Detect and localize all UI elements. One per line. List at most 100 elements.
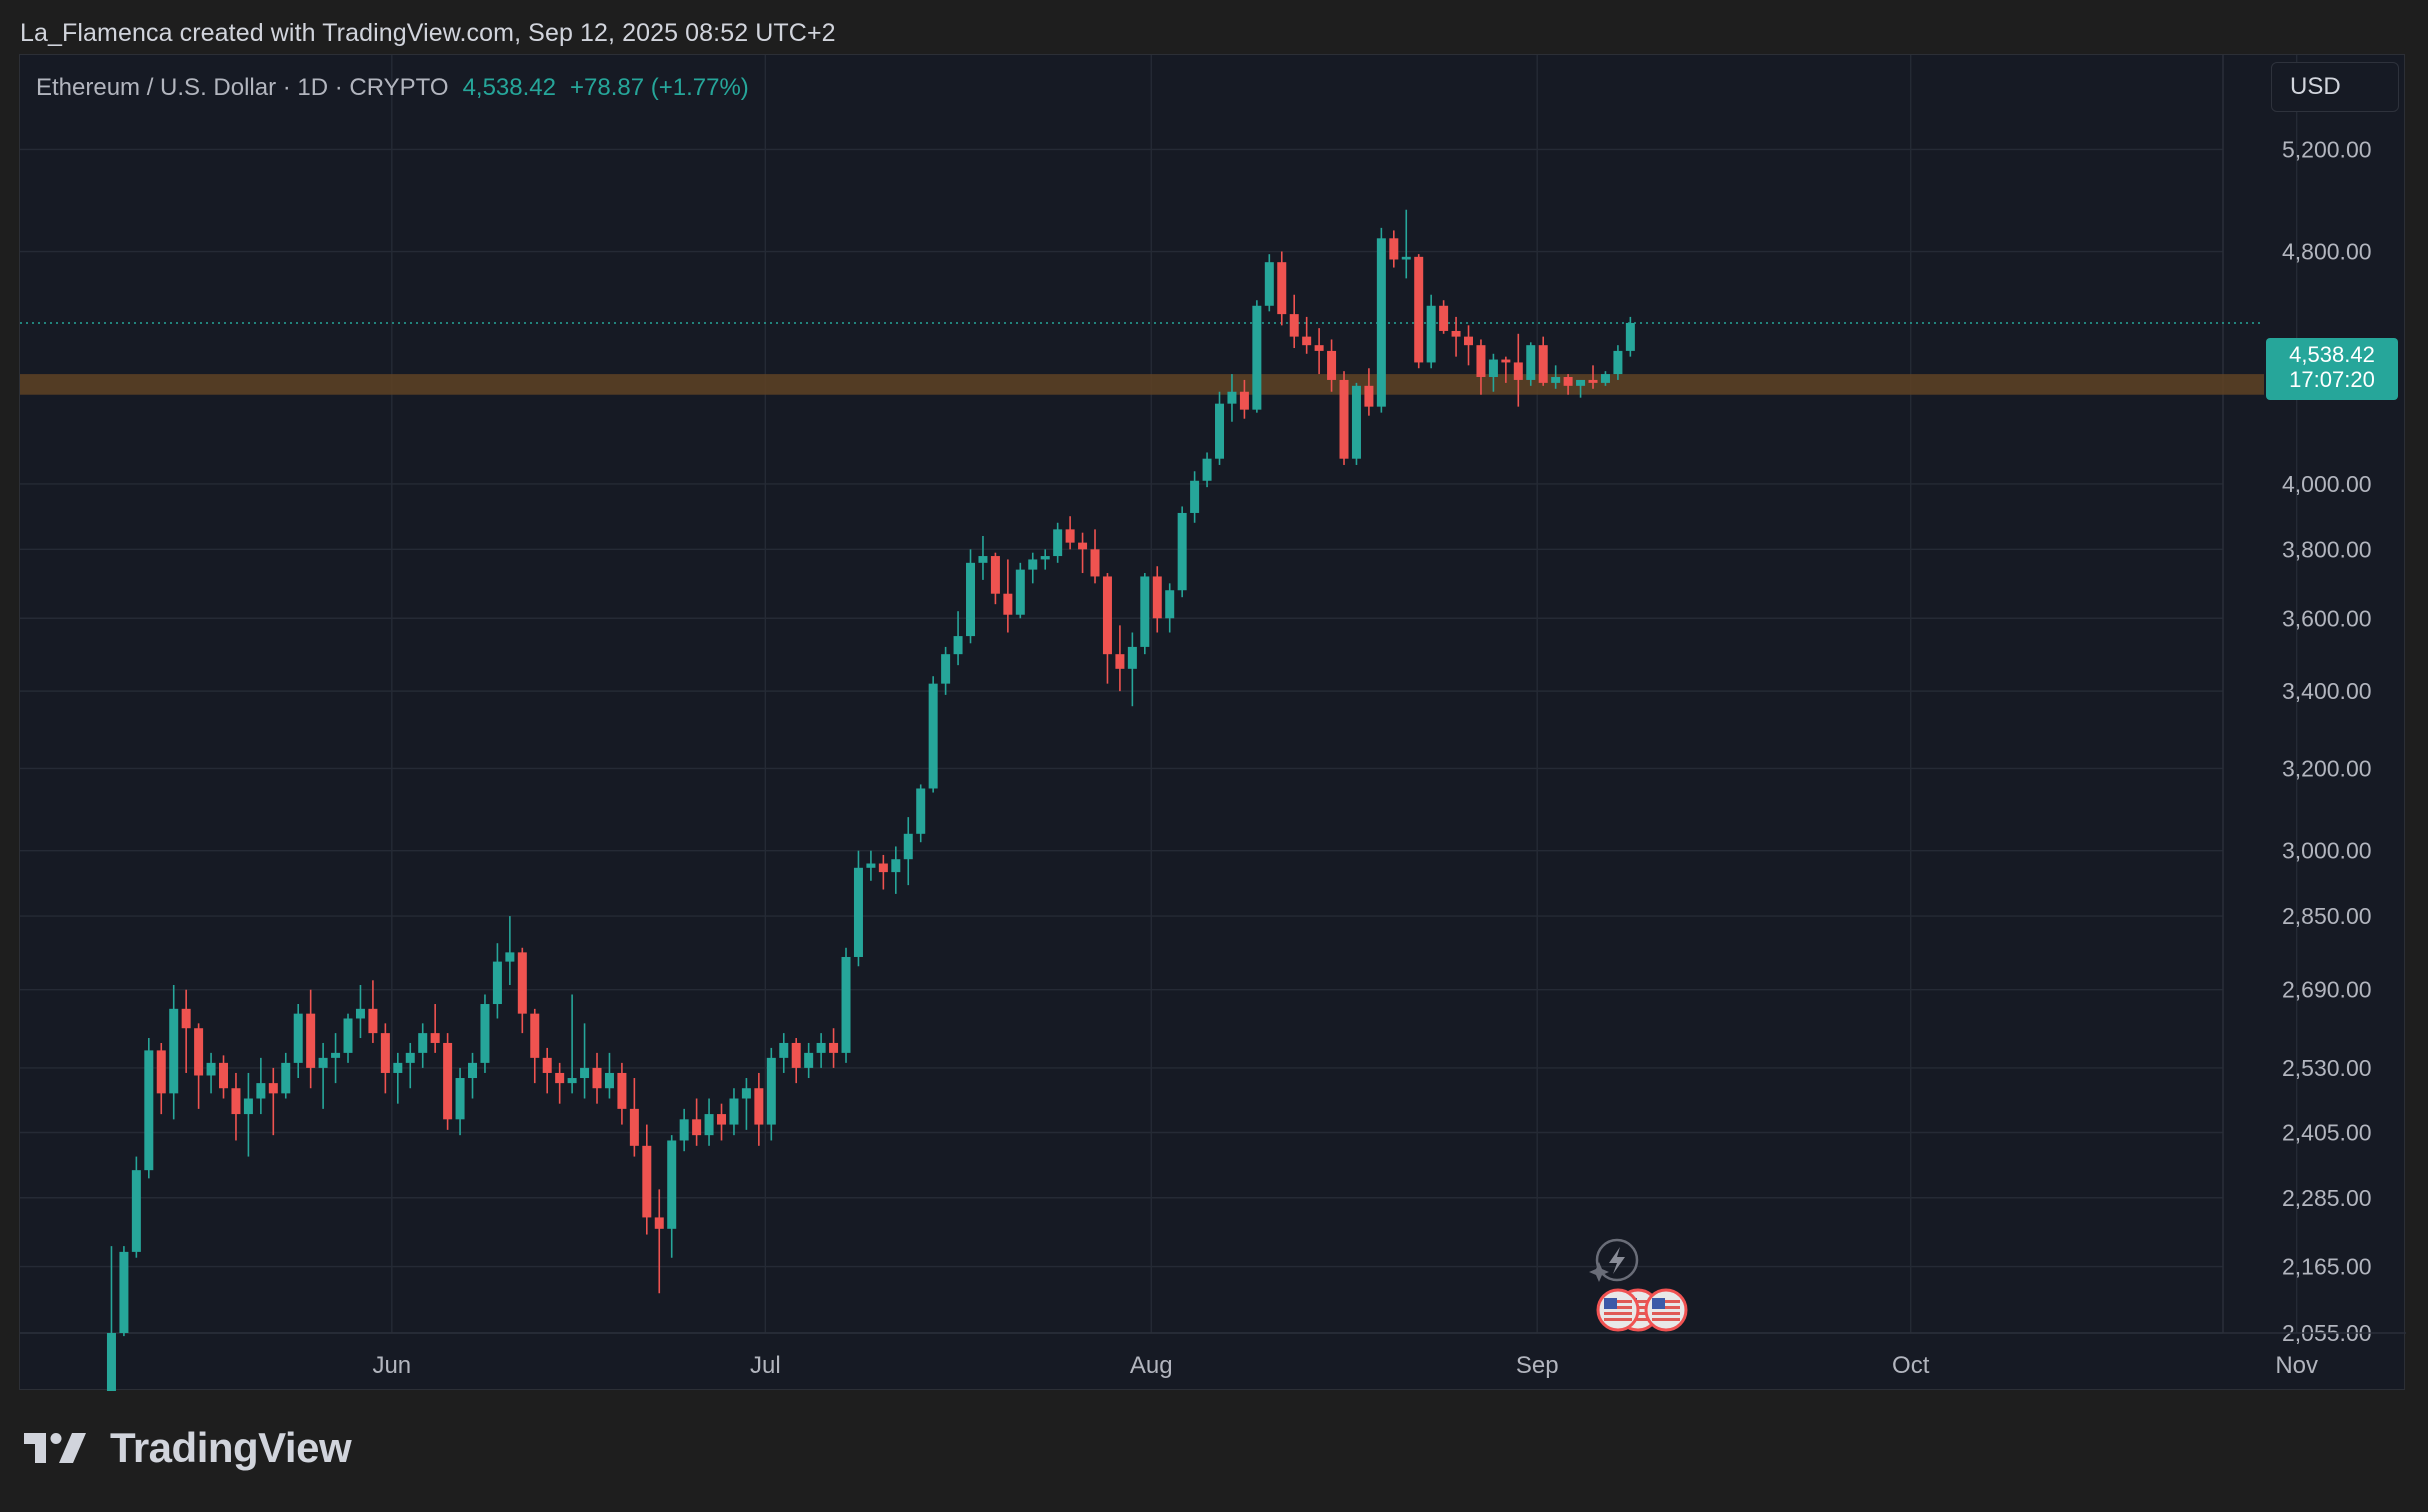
- tradingview-wordmark: TradingView: [110, 1424, 352, 1471]
- candle-body: [866, 863, 876, 868]
- x-tick-label: Jul: [750, 1352, 781, 1379]
- candle-body: [380, 1033, 390, 1073]
- candle-body: [1625, 322, 1635, 351]
- candle-down: [692, 1098, 702, 1146]
- candle-down: [1302, 316, 1312, 354]
- candle-down: [156, 1042, 166, 1115]
- currency-selector[interactable]: USD: [2271, 62, 2399, 112]
- candle-down: [430, 1004, 440, 1053]
- candle-body: [1264, 262, 1274, 306]
- candle-up: [206, 1052, 216, 1094]
- candle-down: [1389, 230, 1399, 268]
- candle-up: [505, 916, 515, 986]
- candle-up: [567, 994, 577, 1094]
- candle-body: [1302, 336, 1312, 346]
- candle-body: [1165, 590, 1175, 619]
- candle-down: [555, 1062, 565, 1104]
- candle-body: [368, 1008, 378, 1034]
- candle-body: [1227, 391, 1237, 404]
- candle-down: [1513, 333, 1523, 407]
- candle-body: [941, 654, 951, 684]
- candle-body: [1289, 314, 1299, 337]
- candle-body: [1190, 480, 1200, 513]
- symbol-title[interactable]: Ethereum / U.S. Dollar · 1D · CRYPTO: [36, 74, 449, 101]
- candle-body: [1339, 379, 1349, 459]
- grid-lines: [20, 55, 2298, 1334]
- candle-down: [1538, 336, 1548, 386]
- candle-up: [1015, 562, 1025, 619]
- candle-down: [878, 854, 888, 890]
- candle-body: [604, 1072, 614, 1089]
- candle-up: [741, 1078, 751, 1130]
- candle-body: [206, 1062, 216, 1076]
- y-tick-label: 3,000.00: [2282, 838, 2372, 864]
- candle-up: [1401, 209, 1411, 279]
- candle-body: [530, 1013, 540, 1058]
- candle-down: [629, 1078, 639, 1157]
- sparkle-icon: [1589, 1262, 1609, 1282]
- candle-body: [1526, 345, 1536, 380]
- candle-up: [131, 1156, 141, 1258]
- candle-body: [654, 1217, 664, 1229]
- candle-body: [1439, 305, 1449, 331]
- candle-body: [1202, 458, 1212, 481]
- candle-body: [1115, 654, 1125, 669]
- candlestick-chart[interactable]: 5,200.00 4,800.00 4,000.00 3,800.00 3,600.00…: [20, 55, 2406, 1391]
- candle-body: [430, 1033, 440, 1043]
- chart-panel[interactable]: 5,200.00 4,800.00 4,000.00 3,800.00 3,600.00…: [19, 54, 2406, 1391]
- candle-body: [144, 1050, 154, 1171]
- candle-down: [791, 1038, 801, 1084]
- candle-body: [418, 1033, 428, 1053]
- candle-down: [306, 989, 316, 1089]
- candle-up: [1215, 391, 1225, 465]
- candle-body: [1588, 379, 1598, 383]
- candle-body: [667, 1140, 677, 1229]
- candle-body: [1476, 345, 1486, 378]
- tradingview-logo[interactable]: TradingView: [24, 1424, 352, 1472]
- candle-body: [1127, 646, 1137, 669]
- candle-down: [517, 947, 527, 1034]
- candle-body: [1015, 569, 1025, 615]
- candle-up: [243, 1072, 253, 1157]
- flag-stripe: [1604, 1312, 1632, 1315]
- candle-down: [1476, 339, 1486, 395]
- candle-down: [268, 1067, 278, 1136]
- candle-up: [779, 1033, 789, 1073]
- candle-up: [1376, 227, 1386, 413]
- flag-stripe: [1604, 1318, 1632, 1321]
- event-markers: [1589, 1238, 1688, 1332]
- candle-up: [704, 1098, 714, 1146]
- candle-up: [928, 676, 938, 793]
- candle-body: [355, 1008, 365, 1019]
- candle-body: [878, 863, 888, 873]
- candle-body: [181, 1008, 191, 1029]
- candle-up: [1426, 294, 1436, 369]
- y-tick-label: 3,800.00: [2282, 536, 2372, 562]
- candle-up: [256, 1057, 266, 1115]
- candle-body: [1102, 576, 1112, 655]
- candle-up: [903, 817, 913, 886]
- candle-down: [1003, 559, 1013, 633]
- candle-up: [1165, 583, 1175, 633]
- candle-up: [804, 1042, 814, 1079]
- candle-up: [492, 943, 502, 1019]
- candle-body: [1277, 262, 1287, 315]
- candle-up: [580, 1023, 590, 1099]
- candle-body: [580, 1067, 590, 1079]
- candle-body: [169, 1008, 179, 1094]
- candle-body: [1152, 576, 1162, 619]
- currency-label: USD: [2290, 73, 2341, 100]
- candle-up: [1053, 522, 1063, 563]
- candle-down: [1277, 251, 1287, 326]
- last-price: 4,538.42: [462, 74, 556, 101]
- candle-up: [1140, 573, 1150, 655]
- tradingview-logo-icon: [24, 1433, 86, 1463]
- candle-down: [194, 1023, 204, 1109]
- candle-down: [1090, 529, 1100, 584]
- candle-up: [331, 1033, 341, 1084]
- flag-stripe: [1652, 1300, 1680, 1303]
- y-tick-label: 5,200.00: [2282, 136, 2372, 162]
- candle-body: [629, 1108, 639, 1146]
- candle-up: [455, 1067, 465, 1136]
- candle-body: [231, 1088, 241, 1115]
